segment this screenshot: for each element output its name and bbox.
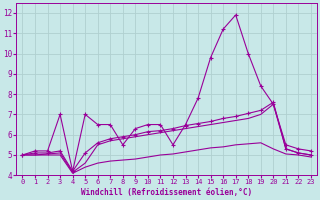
X-axis label: Windchill (Refroidissement éolien,°C): Windchill (Refroidissement éolien,°C) [81, 188, 252, 197]
